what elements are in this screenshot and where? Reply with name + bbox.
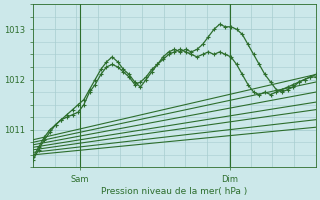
X-axis label: Pression niveau de la mer( hPa ): Pression niveau de la mer( hPa ) (101, 187, 247, 196)
